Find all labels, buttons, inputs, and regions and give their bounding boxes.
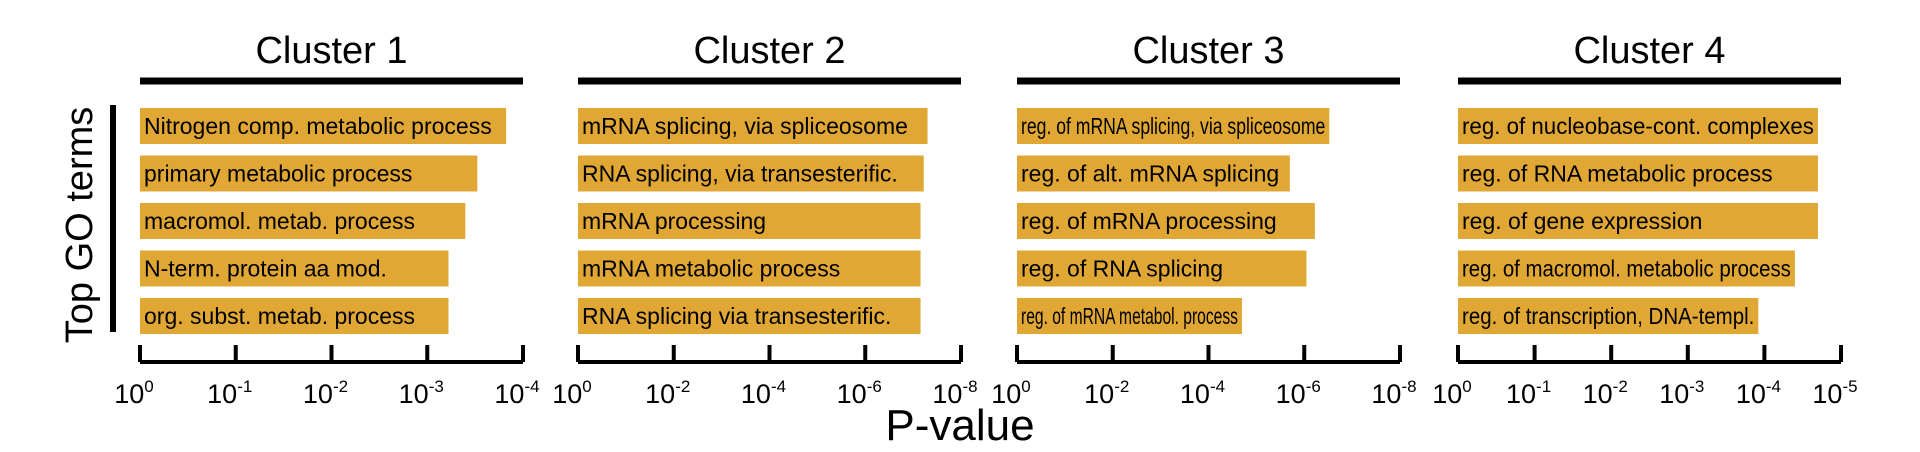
x-tick-label: 10-4 bbox=[494, 377, 539, 409]
bar-label: mRNA splicing, via spliceosome bbox=[582, 113, 908, 139]
bar-label: RNA splicing, via transesterific. bbox=[582, 161, 898, 187]
bar-label: org. subst. metab. process bbox=[144, 303, 415, 329]
panel-title: Cluster 1 bbox=[255, 30, 407, 72]
bar bbox=[140, 203, 466, 239]
bar bbox=[1017, 250, 1307, 287]
x-tick-label: 10-1 bbox=[1506, 377, 1551, 409]
bar-label: reg. of alt. mRNA splicing bbox=[1021, 161, 1279, 187]
x-tick-label: 10-8 bbox=[1371, 377, 1416, 409]
x-tick-label: 10-2 bbox=[645, 377, 690, 409]
bar-label: N-term. protein aa mod. bbox=[144, 256, 387, 282]
bar bbox=[578, 108, 928, 144]
bar-label: reg. of transcription, DNA-templ. bbox=[1462, 303, 1754, 329]
cluster-panel: Cluster 2 mRNA splicing, via spliceosome R… bbox=[552, 30, 977, 409]
bar bbox=[1017, 298, 1242, 334]
panel-title: Cluster 3 bbox=[1132, 30, 1284, 72]
bar-label: primary metabolic process bbox=[144, 161, 412, 187]
cluster-panel: Cluster 4 reg. of nucleobase-cont. comple… bbox=[1432, 30, 1857, 409]
bar-label: reg. of RNA splicing bbox=[1021, 256, 1223, 282]
x-tick-label: 10-3 bbox=[1659, 377, 1704, 409]
bar-label: RNA splicing via transesterific. bbox=[582, 303, 891, 329]
bar bbox=[578, 155, 924, 192]
bar-label: mRNA processing bbox=[582, 208, 766, 234]
x-tick-label: 10-2 bbox=[303, 377, 348, 409]
bar-label: reg. of gene expression bbox=[1462, 208, 1702, 234]
bar bbox=[1458, 298, 1759, 334]
bar-label: Nitrogen comp. metabolic process bbox=[144, 113, 492, 139]
x-tick-label: 10-3 bbox=[399, 377, 444, 409]
x-tick-label: 10-2 bbox=[1583, 377, 1628, 409]
x-tick-label: 100 bbox=[991, 377, 1031, 409]
bar bbox=[578, 250, 921, 287]
bar bbox=[140, 250, 449, 287]
x-tick-label: 10-2 bbox=[1084, 377, 1129, 409]
x-tick-label: 100 bbox=[1432, 377, 1472, 409]
bar bbox=[578, 203, 921, 239]
bar-label: reg. of macromol. metabolic process bbox=[1462, 256, 1791, 282]
x-tick-label: 10-5 bbox=[1812, 377, 1857, 409]
bar bbox=[140, 298, 449, 334]
bar bbox=[1017, 203, 1315, 239]
bar-label: reg. of mRNA processing bbox=[1021, 208, 1277, 234]
bar bbox=[1458, 155, 1818, 192]
bar-label: reg. of nucleobase-cont. complexes bbox=[1462, 113, 1814, 139]
bar-label: reg. of RNA metabolic process bbox=[1462, 161, 1773, 187]
bar-label: mRNA metabolic process bbox=[582, 256, 840, 282]
bar bbox=[1017, 155, 1290, 192]
y-axis-group: Top GO terms bbox=[59, 105, 116, 344]
bar bbox=[578, 298, 921, 334]
bar bbox=[1458, 108, 1818, 144]
bar-label: reg. of mRNA metabol. process bbox=[1021, 303, 1238, 329]
x-tick-label: 100 bbox=[552, 377, 592, 409]
x-tick-label: 10-6 bbox=[1276, 377, 1321, 409]
bar-label: macromol. metab. process bbox=[144, 208, 415, 234]
bar bbox=[1458, 203, 1818, 239]
bar-label: reg. of mRNA splicing, via spliceosome bbox=[1021, 113, 1325, 139]
bar bbox=[140, 108, 507, 144]
x-tick-label: 10-4 bbox=[1736, 377, 1781, 409]
x-tick-label: 10-1 bbox=[207, 377, 252, 409]
x-tick-label: 10-4 bbox=[1180, 377, 1225, 409]
panel-title: Cluster 4 bbox=[1573, 30, 1725, 72]
x-axis-label: P-value bbox=[885, 401, 1034, 450]
x-tick-label: 10-8 bbox=[932, 377, 977, 409]
x-tick-label: 10-4 bbox=[741, 377, 786, 409]
x-tick-label: 10-6 bbox=[837, 377, 882, 409]
cluster-panel: Cluster 3 reg. of mRNA splicing, via spli… bbox=[991, 30, 1416, 409]
panel-title: Cluster 2 bbox=[693, 30, 845, 72]
bar bbox=[1017, 108, 1330, 144]
cluster-panel: Cluster 1 Nitrogen comp. metabolic proces… bbox=[114, 30, 539, 409]
x-tick-label: 100 bbox=[114, 377, 154, 409]
y-axis-label: Top GO terms bbox=[59, 107, 101, 344]
bar bbox=[140, 155, 478, 192]
bar bbox=[1458, 250, 1795, 287]
cluster-panels: Cluster 1 Nitrogen comp. metabolic proces… bbox=[114, 30, 1857, 409]
